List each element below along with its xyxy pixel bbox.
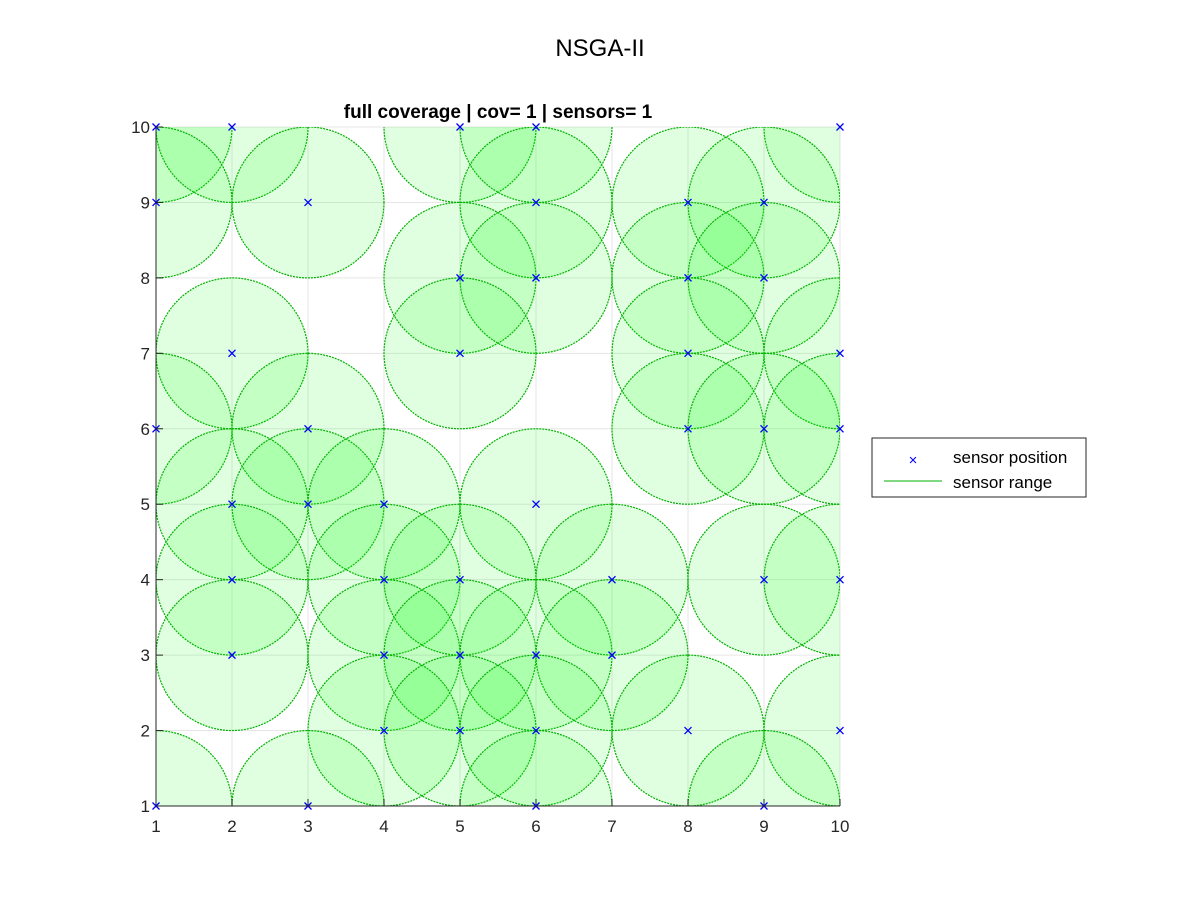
sensor-position-marker <box>608 651 616 660</box>
sensor-position-marker <box>532 500 540 509</box>
x-tick-label: 3 <box>303 817 312 836</box>
sensor-position-marker <box>760 575 768 584</box>
y-tick-label: 5 <box>141 495 150 514</box>
sensor-position-marker <box>456 726 464 735</box>
sensor-position-marker <box>304 500 312 509</box>
x-tick-label: 7 <box>607 817 616 836</box>
plot-area <box>156 127 840 806</box>
legend-label-sensor-range: sensor range <box>953 473 1052 492</box>
sensor-range-circle <box>156 127 233 204</box>
sensor-position-marker <box>836 123 844 131</box>
sensor-position-marker <box>608 575 616 584</box>
legend: × sensor position sensor range <box>871 437 1087 498</box>
sensor-position-marker <box>456 273 464 282</box>
sensor-range-circle <box>763 277 840 430</box>
sensor-range-circles <box>156 127 840 806</box>
sensor-position-marker <box>532 198 540 207</box>
sensor-position-marker <box>684 726 692 735</box>
sensor-position-marker <box>684 349 692 358</box>
legend-box <box>871 437 1087 498</box>
x-tick-label: 8 <box>683 817 692 836</box>
legend-marker-icon: × <box>909 452 918 469</box>
sensor-position-marker <box>380 575 388 584</box>
y-tick-label: 9 <box>141 193 150 212</box>
x-tick-label: 2 <box>227 817 236 836</box>
sensor-position-marker <box>684 198 692 207</box>
sensor-position-marker <box>228 651 236 660</box>
y-tick-label: 3 <box>141 646 150 665</box>
sensor-position-marker <box>836 424 844 433</box>
sensor-position-marker <box>836 349 844 358</box>
y-tick-label: 7 <box>141 344 150 363</box>
figure-title: NSGA-II <box>555 35 644 62</box>
x-tick-label: 9 <box>759 817 768 836</box>
sensor-position-marker <box>380 726 388 735</box>
sensor-range-circle <box>763 127 840 204</box>
sensor-position-marker <box>836 575 844 584</box>
sensor-position-marker <box>760 198 768 207</box>
sensor-position-marker <box>684 424 692 433</box>
y-tick-label: 1 <box>141 797 150 816</box>
sensor-position-marker <box>456 349 464 358</box>
sensor-position-marker <box>228 349 236 358</box>
sensor-position-marker <box>228 500 236 509</box>
sensor-position-marker <box>456 123 464 131</box>
y-tick-label: 10 <box>131 118 150 137</box>
sensor-position-marker <box>684 273 692 282</box>
sensor-position-marker <box>456 575 464 584</box>
y-tick-label: 2 <box>141 722 150 741</box>
y-tick-label: 4 <box>141 571 150 590</box>
x-tick-label: 10 <box>831 817 850 836</box>
sensor-position-marker <box>304 424 312 433</box>
sensor-position-marker <box>380 651 388 660</box>
sensor-position-marker <box>532 273 540 282</box>
sensor-position-marker <box>532 123 540 131</box>
y-tick-label: 6 <box>141 420 150 439</box>
x-tick-label: 4 <box>379 817 388 836</box>
sensor-position-marker <box>380 500 388 509</box>
x-tick-label: 5 <box>455 817 464 836</box>
sensor-markers <box>152 123 844 810</box>
ticks: 1 2 3 4 5 6 7 8 9 10 1 2 3 4 5 6 7 8 9 10 <box>131 118 849 836</box>
sensor-position-marker <box>228 575 236 584</box>
y-tick-label: 8 <box>141 269 150 288</box>
sensor-position-marker <box>836 726 844 735</box>
sensor-position-marker <box>532 726 540 735</box>
sensor-position-marker <box>760 424 768 433</box>
sensor-range-circle <box>763 654 840 806</box>
legend-label-sensor-position: sensor position <box>953 448 1067 467</box>
x-tick-label: 6 <box>531 817 540 836</box>
axes-title: full coverage | cov= 1 | sensors= 1 <box>344 102 653 123</box>
sensor-position-marker <box>304 198 312 207</box>
sensor-position-marker <box>760 273 768 282</box>
sensor-position-marker <box>456 651 464 660</box>
x-tick-label: 1 <box>151 817 160 836</box>
sensor-position-marker <box>532 651 540 660</box>
sensor-position-marker <box>228 123 236 131</box>
